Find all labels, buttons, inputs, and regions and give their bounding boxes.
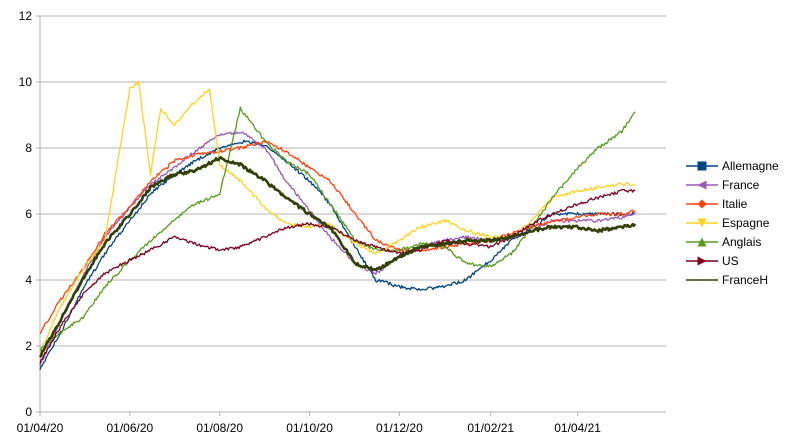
- y-tick-label: 10: [19, 75, 33, 89]
- x-tick-label: 01/12/20: [376, 421, 423, 435]
- legend-label-anglais: Anglais: [722, 235, 761, 249]
- y-tick-label: 4: [25, 273, 32, 287]
- series-line-franceh: [38, 156, 637, 358]
- legend-label-espagne: Espagne: [722, 216, 770, 230]
- y-tick-label: 6: [25, 207, 32, 221]
- legend-marker-anglais: [697, 237, 707, 247]
- x-tick-label: 01/04/20: [17, 421, 64, 435]
- legend-label-france: France: [722, 178, 760, 192]
- x-tick-label: 01/06/20: [106, 421, 153, 435]
- y-tick-label: 12: [19, 9, 33, 23]
- x-tick-label: 01/10/20: [286, 421, 333, 435]
- series-line-france: [39, 131, 636, 367]
- x-tick-label: 01/08/20: [196, 421, 243, 435]
- legend-marker-us: [697, 256, 707, 266]
- x-tick-label: 01/04/21: [554, 421, 601, 435]
- gridlines: [40, 15, 666, 347]
- y-tick-label: 0: [25, 405, 32, 419]
- axes: [36, 15, 666, 416]
- tick-labels: 0 2 4 6 8 10 12 01/04/20 01/06/20 01/08/20 01/10/2…: [17, 9, 602, 435]
- y-tick-label: 8: [25, 141, 32, 155]
- legend-label-us: US: [722, 254, 739, 268]
- legend-label-italie: Italie: [722, 197, 748, 211]
- legend-marker-france: [697, 180, 707, 190]
- y-tick-label: 2: [25, 339, 32, 353]
- series-line-us: [39, 188, 636, 364]
- legend-label-franceh: FranceH: [722, 273, 768, 287]
- legend-marker-espagne: [697, 218, 707, 228]
- legend-marker-franceh: [697, 275, 707, 285]
- legend-marker-italie: [697, 199, 707, 209]
- legend-marker-allemagne: [697, 161, 707, 171]
- series-lines: [38, 80, 637, 370]
- series-line-allemagne: [39, 139, 636, 370]
- legend: Allemagne France Italie Espagne Anglais US Fra…: [686, 159, 779, 287]
- series-line-italie: [39, 139, 636, 335]
- legend-label-allemagne: Allemagne: [722, 159, 779, 173]
- x-tick-label: 01/02/21: [467, 421, 514, 435]
- series-line-espagne: [39, 80, 636, 354]
